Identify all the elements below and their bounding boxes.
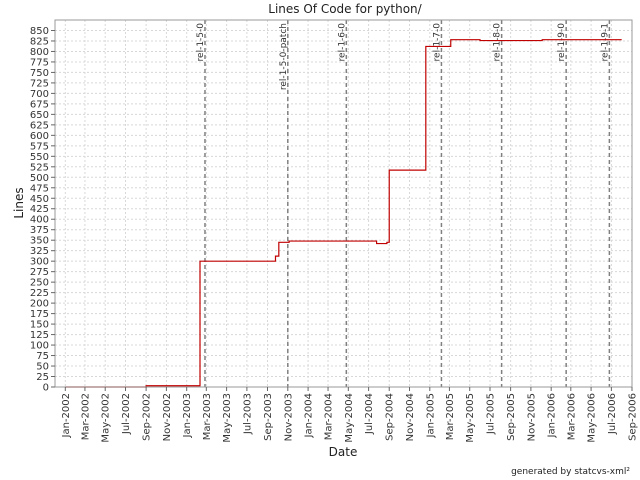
y-tick-label: 700 <box>30 89 49 100</box>
y-tick-label: 450 <box>30 194 49 205</box>
x-tick-label: Mar-2004 <box>324 393 335 440</box>
y-tick-label: 675 <box>30 99 49 110</box>
x-tick-label: May-2003 <box>222 393 233 443</box>
y-tick-label: 225 <box>30 288 49 299</box>
y-tick-label: 650 <box>30 110 49 121</box>
y-tick-label: 25 <box>36 372 49 383</box>
plot-frame <box>54 19 633 388</box>
x-tick-label: Mar-2002 <box>80 393 91 440</box>
x-tick-label: Jan-2006 <box>547 393 558 438</box>
y-tick-label: 500 <box>30 173 49 184</box>
series-line <box>65 39 622 388</box>
y-tick-label: 575 <box>30 141 49 152</box>
x-axis-label: Date <box>329 445 358 459</box>
x-tick-label: Jul-2005 <box>485 393 496 435</box>
y-tick-label: 750 <box>30 68 49 79</box>
release-label: rel-1-8-0 <box>493 23 503 62</box>
series-layer <box>65 39 622 388</box>
x-tick-label: Mar-2006 <box>566 393 577 440</box>
y-tick-label: 725 <box>30 78 49 89</box>
x-tick-label: Nov-2004 <box>405 393 416 441</box>
y-tick-label: 600 <box>30 131 49 142</box>
y-tick-label: 525 <box>30 162 49 173</box>
y-tick-label: 400 <box>30 215 49 226</box>
y-tick-label: 50 <box>36 362 49 373</box>
x-tick-label: Sep-2004 <box>385 393 396 441</box>
y-tick-label: 775 <box>30 57 49 68</box>
generator-credit: generated by statcvs-xml² <box>511 467 630 477</box>
y-tick-label: 350 <box>30 236 49 247</box>
y-tick-label: 100 <box>30 341 49 352</box>
x-tick-label: Jan-2003 <box>182 393 193 438</box>
x-axis: Jan-2002 Mar-2002 May-2002 Jul-2002 Sep-2002… <box>61 387 639 443</box>
y-tick-label: 425 <box>30 204 49 215</box>
x-tick-label: Mar-2003 <box>202 393 213 440</box>
y-tick-label: 850 <box>30 26 49 37</box>
release-label: rel-1-5-0 <box>196 23 206 62</box>
chart-title: Lines Of Code for python/ <box>268 2 422 16</box>
release-label: rel-1-5-0-patch <box>279 23 289 90</box>
x-tick-label: Jul-2002 <box>121 393 132 435</box>
y-tick-label: 200 <box>30 299 49 310</box>
x-tick-label: Nov-2002 <box>162 393 173 441</box>
y-tick-label: 75 <box>36 351 49 362</box>
x-tick-label: Sep-2002 <box>142 393 153 441</box>
x-tick-label: May-2002 <box>101 393 112 443</box>
y-tick-label: 250 <box>30 278 49 289</box>
release-markers: rel-1-5-0 rel-1-5-0-patch rel-1-6-0 rel-1-7… <box>196 20 610 387</box>
y-tick-label: 825 <box>30 36 49 47</box>
y-tick-label: 0 <box>43 383 49 394</box>
y-tick-label: 475 <box>30 183 49 194</box>
x-tick-label: Jan-2004 <box>304 393 315 438</box>
plot-area: rel-1-5-0 rel-1-5-0-patch rel-1-6-0 rel-1-7… <box>54 19 633 388</box>
x-tick-label: Jul-2006 <box>607 393 618 435</box>
y-tick-label: 175 <box>30 309 49 320</box>
release-label: rel-1-9-0 <box>557 23 567 62</box>
y-tick-label: 625 <box>30 120 49 131</box>
y-tick-label: 150 <box>30 320 49 331</box>
y-tick-label: 375 <box>30 225 49 236</box>
x-tick-label: Sep-2006 <box>628 393 639 441</box>
y-tick-label: 800 <box>30 47 49 58</box>
grid <box>55 20 633 388</box>
x-tick-label: May-2005 <box>465 393 476 443</box>
y-axis: 0255075100125150175200225250275300325350… <box>30 26 55 394</box>
x-tick-label: Jul-2004 <box>364 393 375 435</box>
x-tick-label: Nov-2005 <box>526 393 537 441</box>
x-tick-label: Jul-2003 <box>242 393 253 435</box>
y-tick-label: 300 <box>30 257 49 268</box>
release-label: rel-1-7-0 <box>432 23 442 62</box>
y-tick-label: 550 <box>30 152 49 163</box>
y-tick-label: 125 <box>30 330 49 341</box>
x-tick-label: Mar-2005 <box>445 393 456 440</box>
y-tick-label: 275 <box>30 267 49 278</box>
x-tick-label: May-2006 <box>587 393 598 443</box>
plot-background <box>55 20 632 387</box>
x-tick-label: Jan-2005 <box>425 393 436 438</box>
x-tick-label: Sep-2005 <box>506 393 517 441</box>
release-label: rel-1-6-0 <box>337 23 347 62</box>
y-tick-label: 325 <box>30 246 49 257</box>
x-tick-label: Jan-2002 <box>61 393 72 438</box>
x-tick-label: Sep-2003 <box>263 393 274 441</box>
x-tick-label: May-2004 <box>344 393 355 443</box>
release-label: rel-1-9-1 <box>600 23 610 61</box>
x-tick-label: Nov-2003 <box>283 393 294 441</box>
y-axis-label: Lines <box>12 187 26 218</box>
